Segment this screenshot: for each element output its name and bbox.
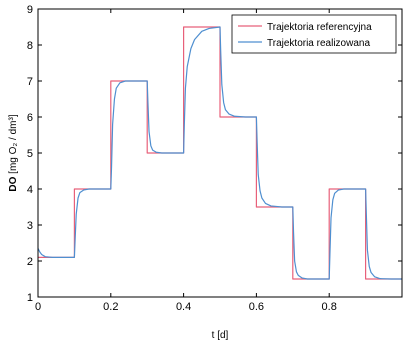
y-tick-label: 8 [27, 40, 33, 52]
legend-box [231, 14, 397, 54]
x-tick-label: 0.8 [322, 301, 337, 313]
x-tick-label: 0.4 [176, 301, 191, 313]
x-tick-label: 0 [35, 301, 41, 313]
series-line-reference [38, 26, 402, 280]
x-tick-label: 0.6 [249, 301, 264, 313]
series-layer [37, 26, 402, 280]
x-axis-ticks: 0 0.2 0.4 0.6 0.8 [35, 9, 337, 313]
y-tick-label: 1 [27, 292, 33, 304]
y-tick-label: 2 [27, 256, 33, 268]
y-tick-label: 7 [27, 76, 33, 88]
series-line-realized [37, 26, 402, 280]
legend: Trajektoria referencyjna Trajektoria rea… [231, 14, 397, 54]
y-axis-title-rest: [mg O₂ / dm³] [8, 114, 19, 176]
y-tick-label: 3 [27, 220, 33, 232]
legend-label-reference: Trajektoria referencyjna [267, 22, 372, 33]
y-tick-label: 6 [27, 112, 33, 124]
y-axis-title: DO [mg O₂ / dm³] [8, 114, 19, 191]
y-tick-label: 9 [27, 4, 33, 16]
x-axis-title: t [d] [212, 330, 229, 340]
plot-frame [37, 8, 403, 298]
y-tick-label: 4 [27, 184, 33, 196]
y-axis-title-bold: DO [8, 176, 19, 191]
x-tick-label: 0.2 [103, 301, 118, 313]
y-tick-label: 5 [27, 148, 33, 160]
legend-label-realized: Trajektoria realizowana [267, 38, 370, 49]
